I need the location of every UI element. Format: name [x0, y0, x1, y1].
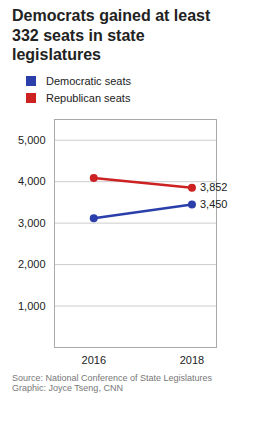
- svg-text:4,000: 4,000: [18, 175, 46, 187]
- svg-text:3,450: 3,450: [200, 198, 228, 210]
- svg-text:1,000: 1,000: [18, 299, 46, 311]
- svg-text:3,852: 3,852: [200, 181, 228, 193]
- html-text:Democrats gained at least 332: Democrats gained at least 332 seats in s…: [12, 7, 211, 63]
- html-text:Democratic seats: Democratic seats: [46, 75, 131, 87]
- svg-text:2,000: 2,000: [18, 258, 46, 270]
- svg-text:2018: 2018: [180, 354, 204, 366]
- svg-text:2016: 2016: [82, 354, 106, 366]
- html-text:Source: National Conference of: Source: National Conference of State Leg…: [12, 372, 213, 394]
- svg-text:3,000: 3,000: [18, 216, 46, 228]
- svg-text:5,000: 5,000: [18, 133, 46, 145]
- html-text:Republican seats: Republican seats: [46, 92, 131, 104]
